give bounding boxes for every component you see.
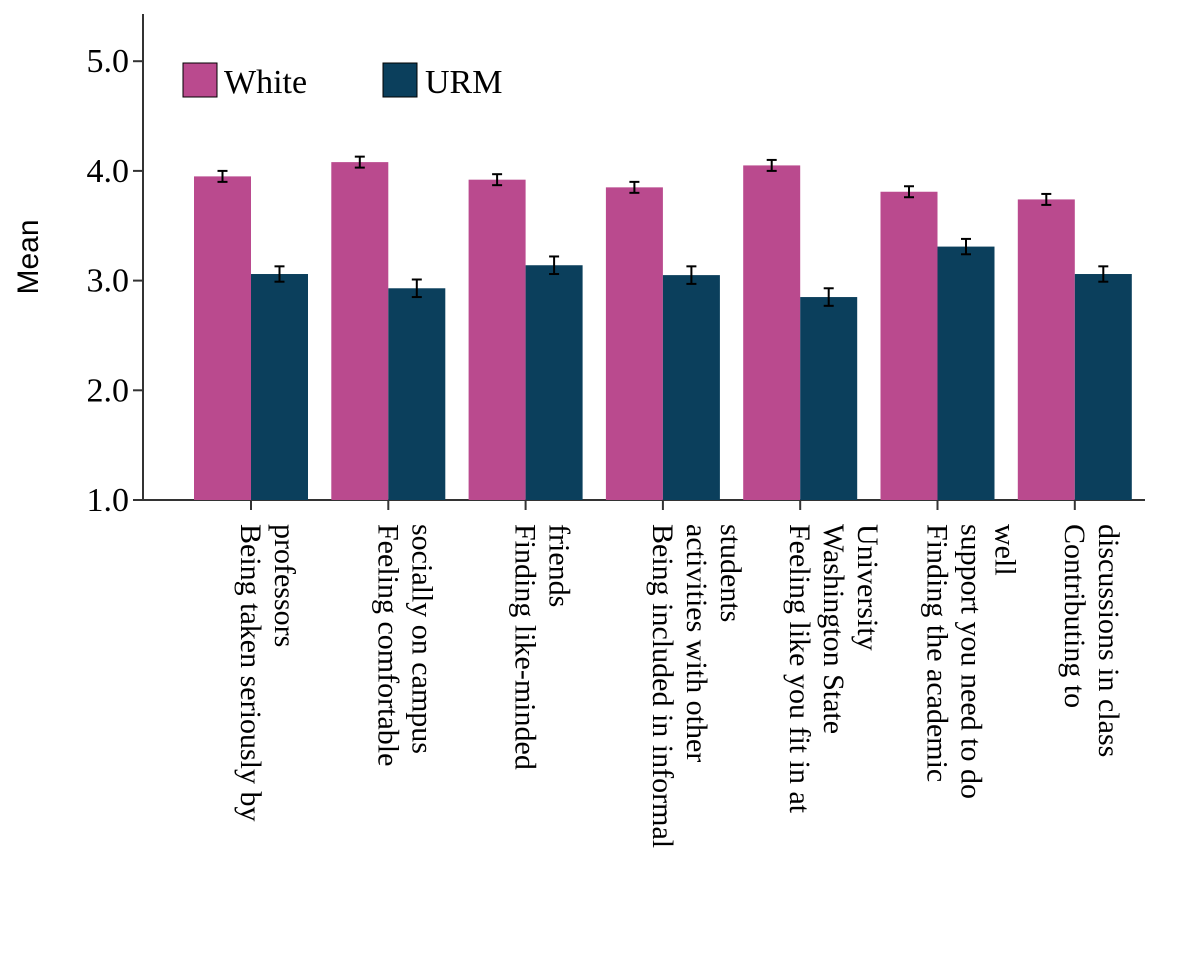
bar-urm [937,246,995,500]
category-label-line: discussions in class [1092,524,1125,757]
category-label-line: Feeling like you fit in at [783,524,816,814]
legend: White URM [182,62,502,101]
category-label: Being taken seriously byprofessors [234,524,301,821]
category-label-line: University [851,524,884,651]
bar-urm [662,275,720,500]
category-label-line: Being taken seriously by [234,524,267,821]
category-label: Finding the academicsupport you need to … [921,524,1022,799]
bar-white [743,165,801,501]
category-label: Finding like-mindedfriends [509,524,576,770]
bar-white [605,187,663,501]
error-bar [411,278,422,299]
category-label-line: Finding the academic [921,524,954,782]
bar-white [331,162,389,500]
category-label-line: Finding like-minded [509,524,542,770]
y-tick-label: 1.0 [87,482,130,519]
category-label-line: friends [543,524,576,607]
error-bar [492,173,503,187]
category-label-line: activities with other [680,524,713,762]
bar-urm [525,265,583,500]
y-tick-label: 5.0 [87,43,130,80]
error-bar [1041,192,1052,206]
y-tick-label: 4.0 [87,153,130,190]
error-bar [823,287,834,307]
bar-urm [800,297,858,500]
bar-urm [388,288,446,500]
bar-white [468,179,526,500]
bar-white [1017,199,1075,500]
error-bar [549,255,560,276]
error-bar [766,158,777,172]
bar-white [880,191,938,501]
legend-label-white: White [224,64,307,101]
legend-swatch-urm [382,62,418,98]
category-label: Being included in informalactivities wit… [646,524,747,848]
category-label-line: professors [268,524,301,647]
legend-swatch-white [182,62,218,98]
category-label-line: well [989,524,1022,576]
error-bars [217,155,1109,307]
category-label-line: support you need to do [955,524,988,799]
error-bar [961,237,971,256]
error-bar [1098,265,1109,283]
error-bar [217,169,228,183]
category-label-line: Feeling comfortable [371,524,404,766]
error-bar [686,265,697,285]
bar-urm [1074,274,1132,500]
error-bar [629,180,640,194]
category-label: Feeling like you fit in atWashington Sta… [783,524,884,814]
legend-label-urm: URM [425,64,502,101]
category-label-line: Contributing to [1058,524,1091,708]
category-label: Contributing todiscussions in class [1058,524,1125,757]
y-axis-title: Mean [12,219,45,294]
category-label-line: students [714,524,747,622]
y-tick-label: 2.0 [87,372,130,409]
category-label-line: socially on campus [405,524,438,754]
axes: 1.0 2.0 3.0 4.0 5.0 Mean [12,14,1145,519]
error-bar [354,155,365,169]
y-tick-label: 3.0 [87,263,130,300]
category-labels: Being taken seriously byprofessors Feelin… [234,524,1125,848]
category-label-line: Being included in informal [646,524,679,848]
category-label-line: Washington State [817,524,850,734]
bar-urm [251,274,308,500]
bars [194,162,1132,501]
error-bar [274,265,285,283]
category-label: Feeling comfortablesocially on campus [371,524,438,766]
error-bar [904,185,914,199]
bar-white [194,176,251,500]
